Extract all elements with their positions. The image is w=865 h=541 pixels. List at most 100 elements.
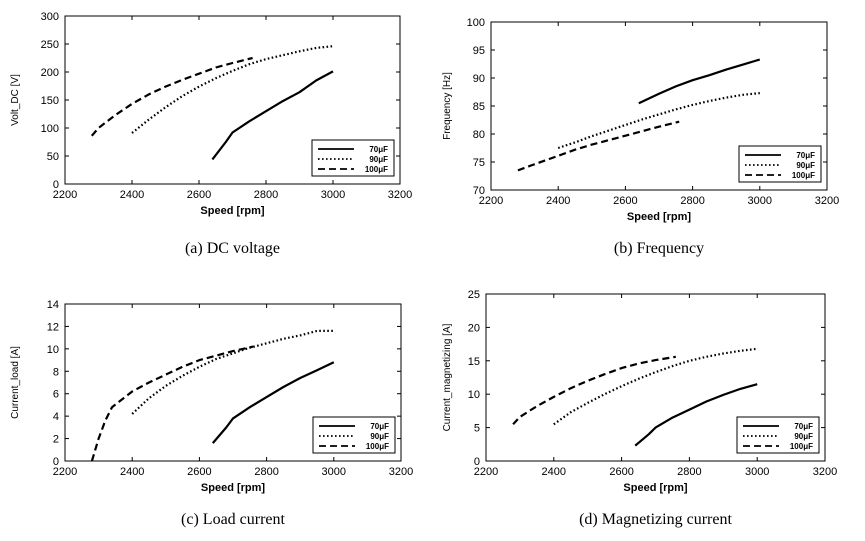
chart-1-x-tick-label: 3200 <box>815 195 839 207</box>
chart-2-x-tick-label: 2600 <box>187 466 211 478</box>
chart-1-y-tick-label: 80 <box>473 129 485 141</box>
chart-2-y-tick-label: 12 <box>47 321 59 333</box>
chart-1-y-tick-label: 70 <box>473 185 485 197</box>
chart-2-y-tick-label: 6 <box>53 389 59 401</box>
chart-3-y-tick-label: 25 <box>468 289 480 301</box>
chart-magnetizing-current: 2200 2400 2600 2800 3000 3200 0 5 10 15 20 25 Speed … <box>442 289 837 528</box>
chart-3-series-2-line <box>512 355 676 426</box>
chart-3-plot-frame <box>485 293 826 462</box>
chart-0-y-tick-label: 200 <box>41 67 59 79</box>
chart-dc-voltage: 2200 2400 2600 2800 3000 3200 0 50 100 150 200 250 3… <box>10 11 412 257</box>
chart-2-y-tick-label: 10 <box>47 344 59 356</box>
chart-3-y-tick-label: 10 <box>468 389 480 401</box>
chart-3-x-tick-label: 2600 <box>609 466 633 478</box>
chart-2-y-axis-label: Current_load [A] <box>10 346 21 419</box>
chart-2-legend-box <box>312 416 396 454</box>
chart-2-x-tick-label: 2200 <box>53 466 77 478</box>
chart-1-y-tick-label: 75 <box>473 157 485 169</box>
chart-1-y-tick-label: 95 <box>473 45 485 57</box>
chart-2-x-tick-label: 3000 <box>322 466 346 478</box>
chart-2-x-tick-label: 3200 <box>389 466 413 478</box>
chart-1-legend-box <box>738 145 822 183</box>
chart-0-x-tick-label: 2800 <box>254 189 278 201</box>
chart-0-x-tick-label: 2200 <box>53 189 77 201</box>
chart-2-series-1-line <box>131 329 334 415</box>
chart-3-x-tick-label: 2400 <box>542 466 566 478</box>
chart-0-legend-label: 90μF <box>369 155 388 164</box>
chart-1-x-tick-label: 2200 <box>479 195 503 207</box>
chart-1-y-tick-label: 90 <box>473 73 485 85</box>
chart-load-current: 2200 2400 2600 2800 3000 3200 0 2 4 6 8 10 12 14 Speed… <box>10 299 413 528</box>
chart-2-x-tick-label: 2800 <box>254 466 278 478</box>
chart-1-x-tick-label: 2600 <box>613 195 637 207</box>
chart-0-legend-box <box>311 139 395 177</box>
chart-3-y-tick-label: 0 <box>474 456 480 468</box>
chart-3-y-tick-label: 5 <box>474 423 480 435</box>
chart-1-y-axis-label: Frequency [Hz] <box>442 72 453 140</box>
chart-1-y-tick-label: 100 <box>467 17 485 29</box>
chart-0-x-tick-label: 2400 <box>120 189 144 201</box>
chart-0-series-2-line <box>90 56 253 137</box>
chart-0-series-0-line <box>211 70 334 161</box>
chart-3-legend-label: 90μF <box>794 432 813 441</box>
chart-0-legend-label: 100μF <box>365 165 388 174</box>
chart-panel-dc-voltage: 2200 2400 2600 2800 3000 3200 0 50 100 150 200 250 3… <box>0 0 432 268</box>
chart-2-y-tick-label: 0 <box>53 456 59 468</box>
chart-2-caption: (c) Load current <box>181 511 285 528</box>
chart-0-x-tick-label: 3000 <box>321 189 345 201</box>
chart-1-x-tick-label: 2800 <box>680 195 704 207</box>
chart-1-series-2-line <box>517 120 680 172</box>
chart-3-x-tick-label: 2800 <box>677 466 701 478</box>
chart-panel-frequency: 2200 2400 2600 2800 3000 3200 70 75 80 85 90 95 100 S… <box>432 0 865 268</box>
chart-2-y-tick-label: 4 <box>53 411 59 423</box>
chart-0-x-axis-label: Speed [rpm] <box>200 205 265 217</box>
chart-1-x-tick-label: 3000 <box>748 195 772 207</box>
chart-3-legend-label: 70μF <box>794 422 813 431</box>
chart-3-x-tick-label: 3200 <box>813 466 837 478</box>
chart-0-legend-label: 70μF <box>369 145 388 154</box>
chart-0-series-1-line <box>131 45 334 134</box>
chart-3-x-tick-label: 3000 <box>745 466 769 478</box>
chart-0-y-tick-label: 0 <box>53 179 59 191</box>
chart-3-caption: (d) Magnetizing current <box>579 511 732 528</box>
chart-1-x-axis-label: Speed [rpm] <box>627 211 692 223</box>
chart-0-y-tick-label: 300 <box>41 11 59 23</box>
chart-panel-magnetizing-current: 2200 2400 2600 2800 3000 3200 0 5 10 15 20 25 Speed … <box>432 268 865 536</box>
chart-3-y-tick-label: 20 <box>468 322 480 334</box>
chart-1-y-tick-label: 85 <box>473 101 485 113</box>
chart-2-series-0-line <box>211 361 335 444</box>
chart-3-series-0-line <box>634 383 758 447</box>
chart-2-y-tick-label: 2 <box>53 434 59 446</box>
chart-frequency: 2200 2400 2600 2800 3000 3200 70 75 80 85 90 95 100 S… <box>442 17 839 257</box>
chart-2-y-tick-label: 14 <box>47 299 59 311</box>
chart-2-legend-label: 100μF <box>366 442 389 451</box>
chart-0-y-tick-label: 50 <box>47 151 59 163</box>
chart-3-y-tick-label: 15 <box>468 356 480 368</box>
chart-3-series-1-line <box>553 347 758 426</box>
chart-2-y-tick-label: 8 <box>53 366 59 378</box>
chart-1-legend-label: 100μF <box>792 171 815 180</box>
chart-0-y-axis-label: Volt_DC [V] <box>10 74 21 126</box>
chart-2-legend-label: 90μF <box>370 432 389 441</box>
chart-3-legend-label: 100μF <box>790 442 813 451</box>
chart-1-caption: (b) Frequency <box>614 240 704 257</box>
chart-1-legend-label: 90μF <box>796 161 815 170</box>
chart-0-y-tick-label: 250 <box>41 39 59 51</box>
chart-1-x-tick-label: 2400 <box>546 195 570 207</box>
chart-2-legend-label: 70μF <box>370 422 389 431</box>
chart-2-plot-frame <box>64 303 402 462</box>
chart-3-legend-box <box>736 416 820 454</box>
chart-0-x-tick-label: 3200 <box>388 189 412 201</box>
chart-1-series-1-line <box>557 92 760 150</box>
chart-2-x-tick-label: 2400 <box>120 466 144 478</box>
chart-1-series-0-line <box>638 58 761 105</box>
chart-3-x-tick-label: 2200 <box>474 466 498 478</box>
chart-panel-load-current: 2200 2400 2600 2800 3000 3200 0 2 4 6 8 10 12 14 Speed… <box>0 268 432 536</box>
chart-0-y-tick-label: 150 <box>41 95 59 107</box>
chart-0-caption: (a) DC voltage <box>185 240 280 257</box>
chart-2-series-2-line <box>90 345 254 462</box>
chart-2-x-axis-label: Speed [rpm] <box>201 482 266 494</box>
chart-3-x-axis-label: Speed [rpm] <box>623 482 688 494</box>
chart-0-x-tick-label: 2600 <box>187 189 211 201</box>
chart-1-legend-label: 70μF <box>796 151 815 160</box>
